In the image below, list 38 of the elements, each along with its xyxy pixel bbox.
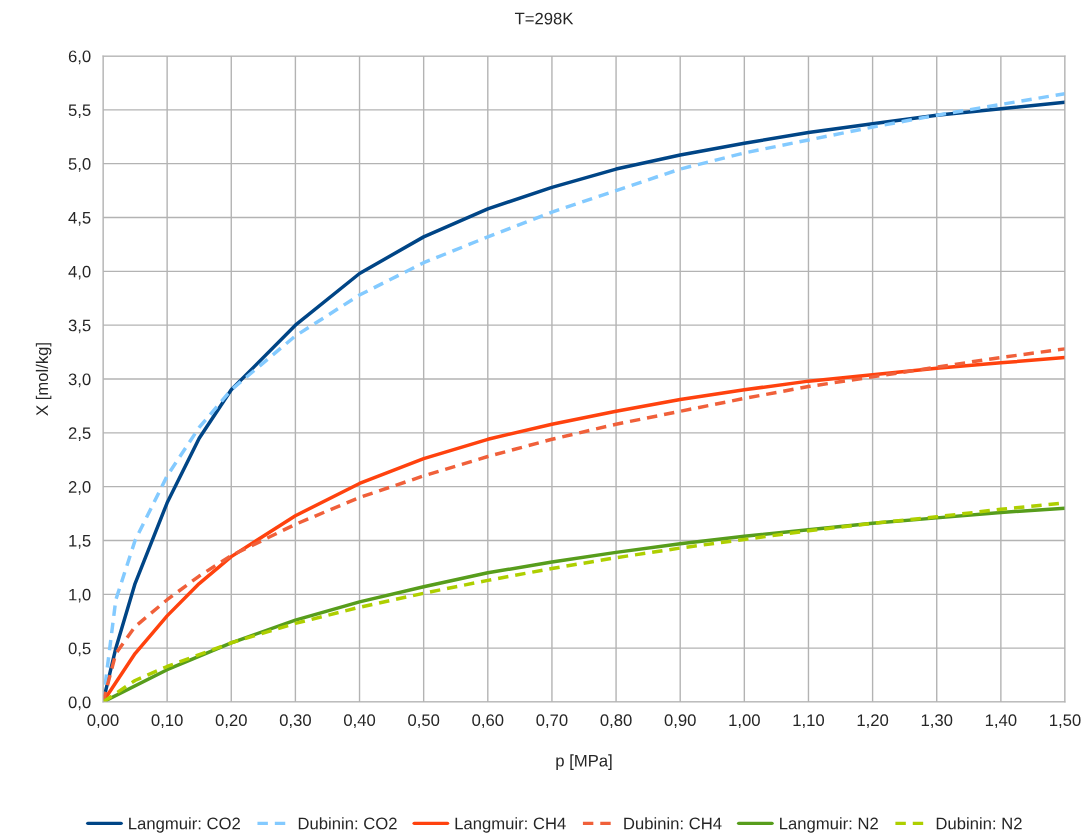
x-tick-label: 0,50 [408, 714, 440, 729]
legend-label: Langmuir: CO2 [129, 817, 240, 833]
x-tick-label: 0,90 [664, 714, 696, 729]
y-tick-label: 5,5 [68, 104, 91, 119]
x-tick-label: 1,20 [857, 714, 889, 729]
x-tick-label: 1,30 [921, 714, 953, 729]
y-tick-label: 2,0 [68, 481, 91, 495]
x-tick-label: 1,00 [729, 714, 760, 729]
y-tick-label: 0,0 [68, 696, 91, 711]
x-tick-label: 0,10 [151, 714, 183, 729]
y-tick-label: 4,0 [68, 265, 91, 280]
y-tick-label: 3,0 [68, 373, 91, 388]
y-tick-label: 0,5 [68, 642, 91, 657]
x-tick-label: 0,40 [343, 714, 376, 729]
x-tick-label: 1,50 [1050, 714, 1081, 729]
x-tick-label: 0,60 [472, 714, 504, 729]
y-axis-title: X [mol/kg] [35, 343, 52, 416]
x-tick-label: 1,10 [793, 714, 825, 729]
y-tick-label: 6,0 [68, 50, 91, 65]
legend-label: Dubinin: CO2 [298, 817, 397, 830]
x-tick-label: 0,20 [215, 714, 247, 729]
y-tick-label: 4,5 [68, 212, 91, 226]
legend-label: Dubinin: N2 [936, 817, 1022, 830]
x-tick-label: 0,70 [536, 714, 568, 729]
legend-label: Dubinin: CH4 [624, 817, 722, 830]
x-tick-label: 0,80 [600, 714, 632, 729]
x-tick-label: 1,40 [985, 714, 1017, 729]
y-tick-label: 3,5 [68, 319, 91, 334]
legend-label: Langmuir: N2 [780, 817, 878, 833]
y-tick-label: 1,5 [69, 535, 91, 549]
legend-label: Langmuir: CH4 [455, 817, 566, 833]
chart-title: T=298K [514, 12, 574, 25]
y-tick-label: 5,0 [68, 158, 91, 172]
y-tick-label: 2,5 [68, 427, 91, 442]
x-tick-label: 0,30 [279, 714, 311, 729]
x-tick-label: 0,00 [87, 714, 119, 729]
y-tick-label: 1,0 [69, 588, 91, 603]
x-axis-title: p [MPa] [556, 754, 612, 770]
